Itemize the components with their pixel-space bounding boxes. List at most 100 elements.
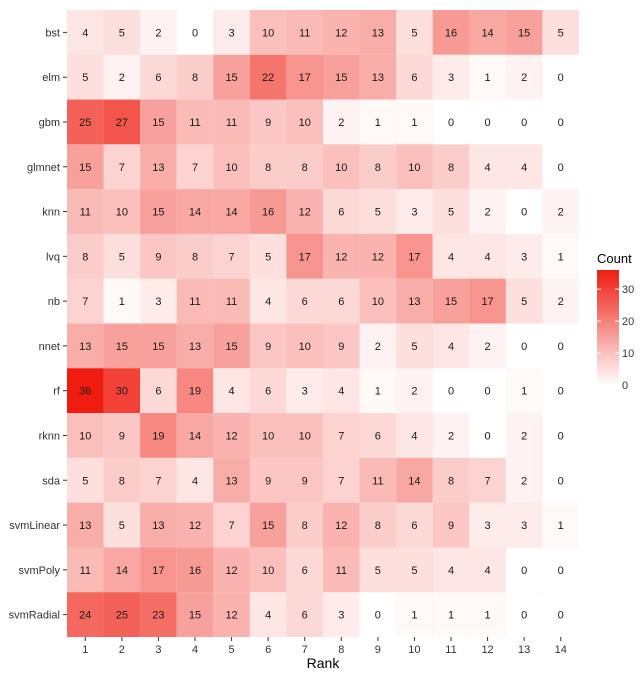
cell-value-label: 17	[481, 296, 493, 308]
heatmap-cell	[542, 278, 579, 324]
cell-value-label: 15	[189, 610, 201, 622]
legend-colorbar	[597, 270, 619, 385]
heatmap-cell	[432, 99, 470, 145]
cell-value-label: 12	[225, 430, 237, 442]
cell-value-label: 36	[79, 386, 91, 398]
heatmap-cell	[103, 144, 141, 190]
cell-value-label: 5	[82, 72, 88, 84]
cell-value-label: 3	[338, 610, 344, 622]
heatmap-cell	[542, 413, 579, 458]
heatmap-cell	[323, 457, 360, 503]
cell-value-label: 4	[265, 610, 271, 622]
cell-value-label: 25	[116, 610, 128, 622]
cell-value-label: 19	[152, 430, 164, 442]
heatmap-cell	[359, 99, 397, 145]
cell-value-label: 8	[448, 162, 454, 174]
heatmap-cell	[103, 54, 141, 100]
cell-value-label: 15	[445, 296, 457, 308]
cell-value-label: 4	[485, 251, 491, 263]
cell-value-label: 9	[265, 475, 271, 487]
cell-value-label: 7	[155, 475, 161, 487]
heatmap-cell	[176, 278, 214, 324]
heatmap-cell	[286, 323, 323, 369]
cell-value-label: 10	[262, 430, 274, 442]
cell-value-label: 1	[485, 610, 491, 622]
cell-value-label: 3	[229, 27, 235, 39]
cell-value-label: 14	[189, 430, 201, 442]
cell-value-label: 2	[119, 72, 125, 84]
heatmap-cell	[103, 502, 141, 548]
heatmap-cell	[396, 233, 433, 279]
heatmap-cell	[469, 10, 506, 55]
heatmap-cell	[542, 54, 579, 100]
cell-value-label: 4	[521, 162, 527, 174]
x-tick-label: 9	[375, 644, 381, 656]
heatmap-cell	[359, 547, 397, 593]
heatmap-cell	[396, 278, 433, 324]
cell-value-label: 0	[558, 117, 564, 129]
cell-value-label: 8	[302, 520, 308, 532]
heatmap-cell	[432, 10, 470, 55]
heatmap-cell	[213, 592, 250, 637]
cell-value-label: 2	[521, 430, 527, 442]
heatmap-cell	[469, 592, 506, 637]
heatmap-cell	[396, 99, 433, 145]
cell-value-label: 2	[485, 207, 491, 219]
cell-value-label: 16	[189, 565, 201, 577]
heatmap-cell	[469, 144, 506, 190]
cell-value-label: 9	[302, 475, 308, 487]
heatmap-cell	[469, 99, 506, 145]
cell-value-label: 14	[189, 207, 201, 219]
cell-value-label: 1	[485, 72, 491, 84]
heatmap-cell	[505, 54, 543, 100]
cell-value-label: 10	[262, 565, 274, 577]
cell-value-label: 1	[521, 386, 527, 398]
heatmap-cell	[213, 144, 250, 190]
cell-value-label: 10	[299, 117, 311, 129]
cell-value-label: 19	[189, 386, 201, 398]
cell-value-label: 11	[336, 565, 347, 577]
cell-value-label: 4	[82, 27, 88, 39]
heatmap-cell	[396, 413, 433, 458]
x-axis: 1 2 3 4 5 6 7 8 9 10 11 12 13 14	[82, 637, 567, 656]
heatmap-cell	[103, 189, 141, 234]
x-tick-label: 5	[229, 644, 235, 656]
heatmap-cell	[323, 413, 360, 458]
cell-value-label: 15	[225, 341, 237, 353]
heatmap-cell	[213, 547, 250, 593]
cell-value-label: 2	[521, 475, 527, 487]
cell-value-label: 5	[448, 207, 454, 219]
heatmap-cell	[396, 323, 433, 369]
heatmap-cell	[432, 144, 470, 190]
cell-value-label: 16	[262, 207, 274, 219]
cell-value-label: 3	[521, 251, 527, 263]
cell-value-label: 10	[225, 162, 237, 174]
legend-tick-label: 10	[622, 348, 634, 360]
cell-value-label: 7	[119, 162, 125, 174]
cell-value-label: 9	[265, 341, 271, 353]
heatmap-cell	[140, 457, 177, 503]
cell-value-label: 5	[119, 27, 125, 39]
heatmap-cell	[249, 54, 287, 100]
heatmap-cell	[286, 457, 323, 503]
heatmap-cell	[140, 189, 177, 234]
y-tick-label: svmLinear	[9, 520, 60, 532]
cell-value-label: 6	[155, 72, 161, 84]
cell-value-label: 15	[152, 117, 164, 129]
heatmap-cell	[505, 144, 543, 190]
cell-value-label: 9	[265, 117, 271, 129]
cell-value-label: 13	[372, 27, 384, 39]
cell-value-label: 0	[558, 430, 564, 442]
cell-value-label: 5	[558, 27, 564, 39]
heatmap-cell	[469, 323, 506, 369]
legend: Count 0 10 20 30	[597, 251, 634, 392]
cell-value-label: 8	[302, 162, 308, 174]
cell-value-label: 9	[338, 341, 344, 353]
heatmap-cell	[140, 278, 177, 324]
cell-value-label: 0	[485, 430, 491, 442]
cell-value-label: 12	[189, 520, 201, 532]
heatmap-cell	[323, 592, 360, 637]
y-tick-label: sda	[42, 475, 61, 487]
x-tick-label: 8	[338, 644, 344, 656]
cell-value-label: 1	[119, 296, 125, 308]
